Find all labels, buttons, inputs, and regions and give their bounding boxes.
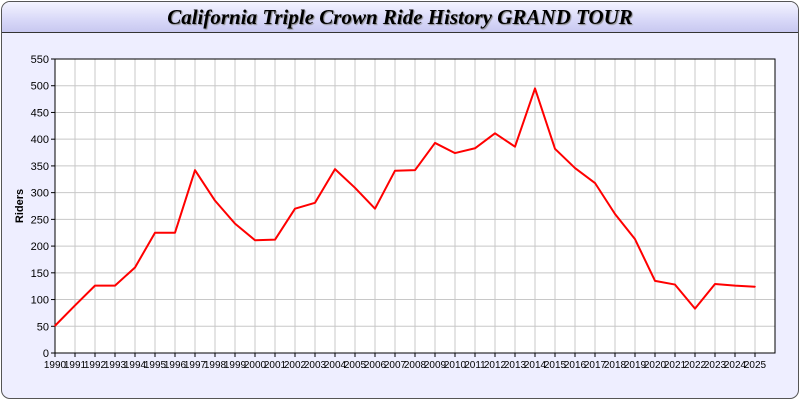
title-bar: California Triple Crown Ride History GRA… [2,2,798,33]
data-point [254,239,256,242]
data-point [434,142,436,144]
x-tick-label: 1990 [44,360,67,371]
y-axis-label: Riders [14,189,26,223]
x-tick-label: 1997 [184,360,207,371]
x-tick-label: 1993 [104,360,127,371]
data-point [54,324,56,327]
data-point [134,266,136,269]
y-tick-label: 100 [31,295,49,307]
data-point [474,147,476,150]
chart-title: California Triple Crown Ride History GRA… [167,5,633,29]
data-point [554,148,556,150]
x-tick-label: 2016 [564,360,587,371]
y-tick-label: 150 [31,268,49,280]
x-tick-label: 2003 [304,360,327,371]
data-point [754,285,756,288]
data-point [534,87,536,90]
x-tick-label: 2014 [524,360,547,371]
x-tick-label: 2019 [624,360,647,371]
x-tick-label: 2001 [264,360,287,371]
x-tick-label: 1998 [204,360,227,371]
data-point [454,152,456,154]
x-tick-label: 2007 [384,360,407,371]
data-point [234,222,236,225]
x-tick-label: 2015 [544,360,567,371]
data-point [514,145,516,148]
x-tick-label: 2024 [724,360,747,371]
data-point [174,231,176,234]
data-point [214,199,216,202]
data-point [274,238,276,241]
x-tick-label: 2023 [704,360,727,371]
data-point [494,132,496,135]
x-tick-label: 2018 [604,360,627,371]
x-tick-label: 2020 [644,360,667,371]
x-tick-label: 2025 [744,360,767,371]
x-tick-label: 2010 [444,360,467,371]
y-tick-label: 250 [31,214,49,226]
x-tick-label: 2012 [484,360,507,371]
x-tick-label: 1992 [84,360,107,371]
data-point [74,304,76,307]
data-point [94,284,96,287]
x-tick-label: 2022 [684,360,707,371]
data-point [114,284,116,287]
x-tick-label: 1994 [124,360,147,371]
x-tick-label: 1995 [144,360,167,371]
data-point [314,201,316,204]
y-tick-label: 0 [43,348,49,360]
data-point [594,182,596,184]
x-tick-label: 2005 [344,360,367,371]
data-point [714,283,716,285]
y-tick-label: 450 [31,107,49,119]
x-tick-label: 2008 [404,360,427,371]
x-tick-label: 2002 [284,360,307,371]
data-point [294,207,296,210]
data-point [414,169,416,171]
x-tick-label: 2006 [364,360,387,371]
data-point [394,169,396,172]
data-point [634,238,636,240]
y-tick-label: 400 [31,134,49,146]
y-tick-label: 350 [31,161,49,173]
y-tick-label: 500 [31,81,49,93]
x-tick-label: 2011 [464,360,486,371]
data-point [194,169,196,171]
data-point [734,284,736,287]
data-point [674,283,676,286]
data-point [154,231,156,234]
x-tick-label: 1991 [64,360,87,371]
riders-line [54,87,756,327]
x-tick-label: 1996 [164,360,187,371]
y-tick-label: 50 [37,321,49,333]
data-point [334,168,336,170]
data-point [654,280,656,282]
data-point [354,187,356,189]
y-tick-label: 550 [31,54,49,66]
y-tick-label: 300 [31,188,49,200]
x-tick-label: 2000 [244,360,267,371]
x-tick-label: 1999 [224,360,247,371]
x-tick-label: 2004 [324,360,347,371]
data-point [574,167,576,169]
x-tick-label: 2013 [504,360,527,371]
data-point [694,307,696,310]
x-tick-label: 2021 [664,360,687,371]
data-point [374,207,376,210]
x-tick-label: 2009 [424,360,447,371]
x-tick-label: 2017 [584,360,607,371]
y-tick-label: 200 [31,241,49,253]
data-point [614,213,616,215]
